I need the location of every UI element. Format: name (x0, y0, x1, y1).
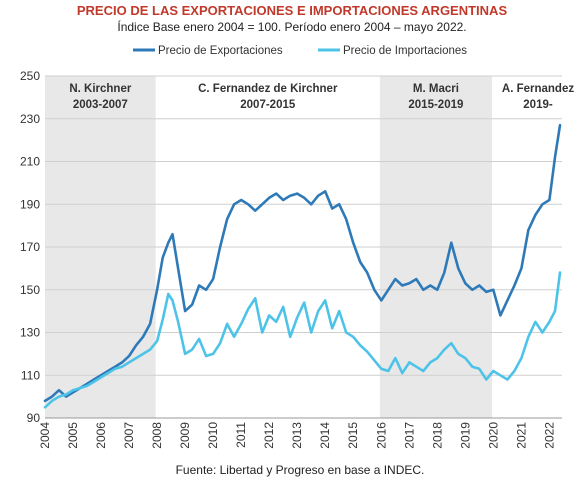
period-years-1: 2007-2015 (240, 99, 296, 111)
x-tick-label: 2007 (122, 422, 136, 449)
x-tick-label: 2013 (290, 422, 304, 449)
period-years-0: 2003-2007 (73, 99, 128, 111)
period-labels: N. Kirchner 2003-2007 C. Fernandez de Kirc… (69, 83, 574, 111)
x-tick-label: 2005 (66, 422, 80, 449)
x-tick-label: 2018 (430, 422, 444, 449)
y-tick-label: 130 (20, 326, 40, 340)
x-tick-label: 2014 (318, 422, 332, 449)
x-tick-label: 2019 (458, 422, 472, 449)
period-name-1: C. Fernandez de Kirchner (198, 83, 338, 95)
y-tick-label: 170 (20, 240, 40, 254)
y-tick-label: 230 (20, 112, 40, 126)
grid-lines (45, 75, 562, 419)
x-tick-label: 2015 (346, 422, 360, 449)
y-tick-label: 250 (20, 69, 40, 83)
legend: Precio de Exportaciones Precio de Importa… (133, 45, 467, 57)
y-tick-label: 90 (27, 411, 41, 425)
x-tick-label: 2017 (402, 422, 416, 449)
chart-title: PRECIO DE LAS EXPORTACIONES E IMPORTACIO… (77, 3, 508, 18)
x-tick-label: 2004 (38, 422, 52, 449)
x-axis: 2004 2005 2006 2007 2008 2009 2010 2011 2012 2013… (38, 417, 562, 449)
y-tick-label: 190 (20, 197, 40, 211)
x-tick-label: 2012 (262, 422, 276, 449)
legend-label-1: Precio de Importaciones (343, 45, 467, 57)
y-tick-label: 210 (20, 155, 40, 169)
x-tick-label: 2008 (150, 422, 164, 449)
chart-subtitle: Índice Base enero 2004 = 100. Período en… (117, 19, 466, 34)
x-tick-label: 2009 (178, 422, 192, 449)
period-years-2: 2015-2019 (408, 99, 463, 111)
period-name-3: A. Fernandez (502, 83, 574, 95)
y-tick-label: 110 (21, 368, 40, 382)
period-years-3: 2019- (523, 99, 553, 111)
series-line-1 (43, 271, 562, 409)
y-axis: 90 110 130 150 170 190 210 230 250 (20, 69, 40, 425)
x-tick-label: 2011 (234, 422, 248, 448)
y-tick-label: 150 (20, 283, 40, 297)
x-tick-label: 2006 (94, 422, 108, 449)
x-tick-label: 2020 (486, 422, 500, 449)
period-name-2: M. Macri (413, 83, 459, 95)
x-tick-label: 2010 (206, 422, 220, 449)
x-tick-label: 2016 (374, 422, 388, 449)
period-name-0: N. Kirchner (69, 83, 132, 95)
x-tick-label: 2021 (514, 422, 528, 449)
x-tick-label: 2022 (542, 422, 556, 449)
legend-label-0: Precio de Exportaciones (158, 45, 283, 57)
series-line-0 (43, 123, 562, 403)
series-lines (43, 123, 562, 409)
chart-source: Fuente: Libertad y Progreso en base a IN… (176, 463, 425, 477)
